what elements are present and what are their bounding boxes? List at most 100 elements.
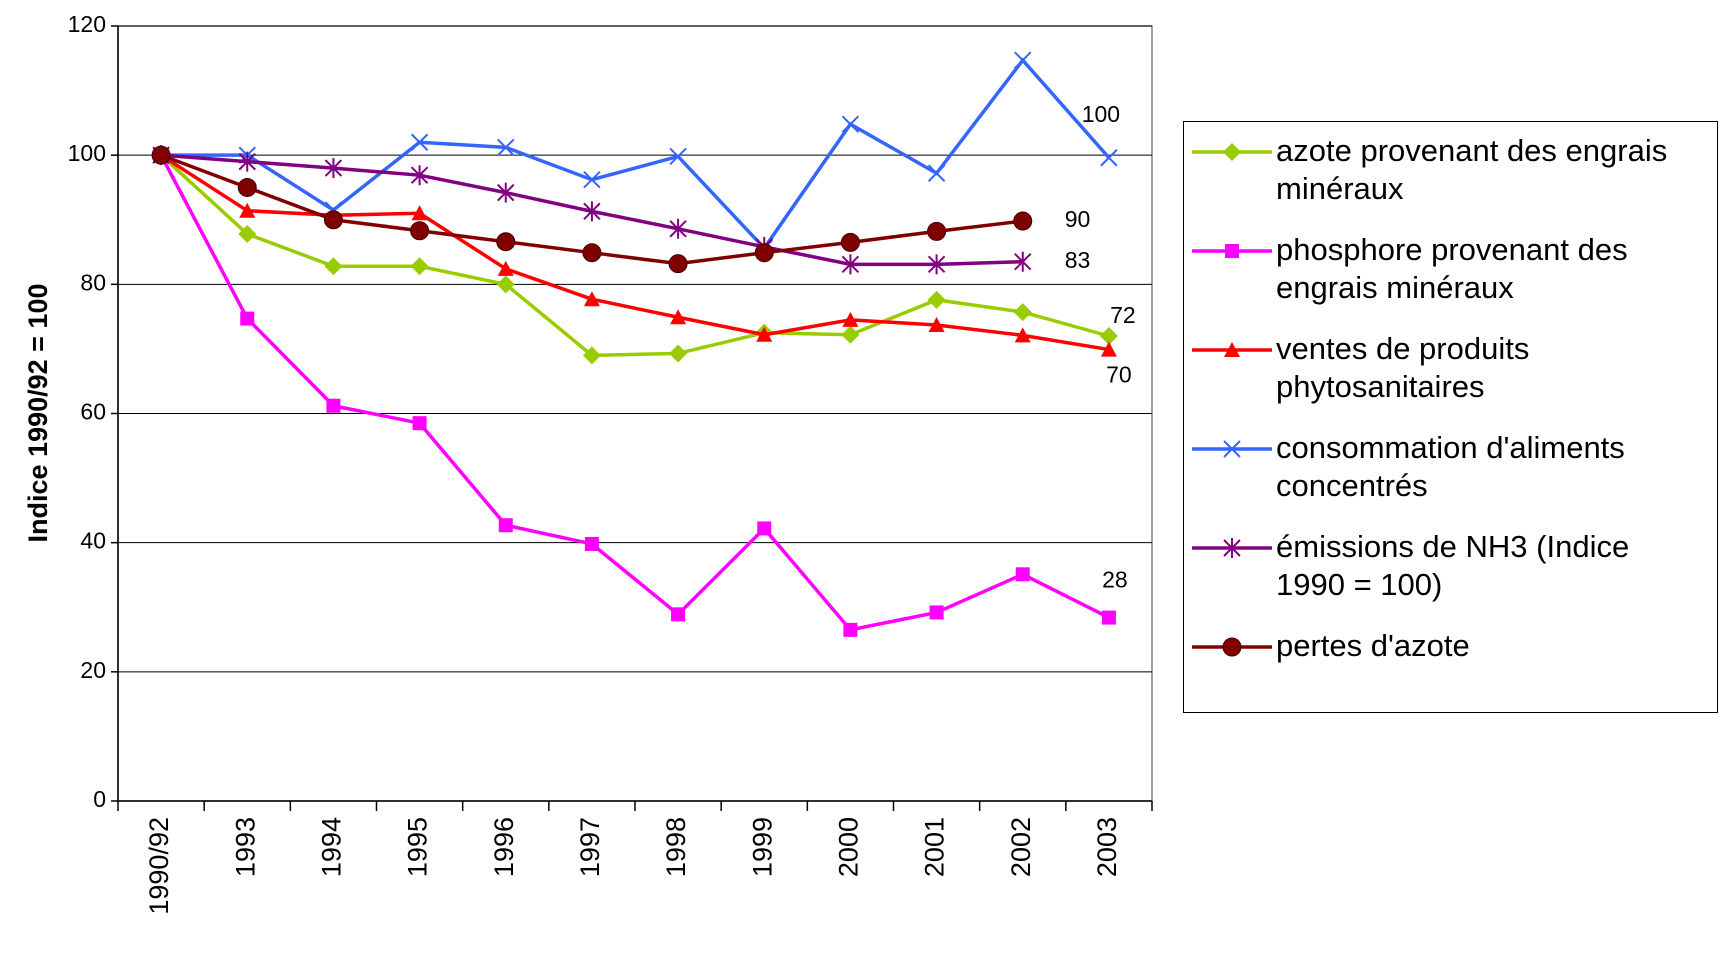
marker (669, 218, 687, 239)
x-tick-label: 1995 (403, 817, 433, 877)
marker (496, 275, 515, 294)
series-line (161, 57, 1111, 251)
legend-item: ventes de produits phytosanitaires (1184, 330, 1717, 429)
marker (497, 182, 515, 203)
x-tick-label: 2002 (1006, 817, 1036, 877)
data-label: 70 (1106, 362, 1132, 388)
legend-swatch (1192, 637, 1272, 657)
x-tick-label: 1997 (575, 817, 605, 877)
y-tick-label: 40 (80, 528, 106, 554)
marker (239, 202, 256, 218)
legend-item: consommation d'aliments concentrés (1184, 429, 1717, 528)
marker (669, 147, 687, 166)
y-tick-label: 100 (68, 140, 106, 166)
data-label: 90 (1065, 206, 1091, 232)
marker (583, 201, 601, 222)
marker (582, 243, 602, 263)
marker (412, 416, 427, 431)
marker (324, 158, 343, 179)
legend-item: phosphore provenant des engrais minéraux (1184, 231, 1717, 330)
marker (410, 257, 429, 276)
y-tick-label: 120 (68, 11, 106, 37)
legend-swatch (1192, 538, 1272, 558)
marker (928, 317, 945, 333)
legend-swatch (1192, 440, 1272, 458)
x-tick-label: 1999 (747, 817, 777, 877)
marker (1015, 567, 1030, 582)
legend-label: pertes d'azote (1276, 628, 1470, 663)
marker (671, 607, 686, 622)
legend-item: pertes d'azote (1184, 627, 1717, 726)
marker (410, 133, 429, 151)
legend-item: émissions de NH3 (Indice 1990 = 100) (1184, 528, 1717, 627)
marker (840, 232, 860, 252)
marker (842, 311, 859, 327)
series-line (159, 153, 1110, 358)
y-axis-label: Indice 1990/92 = 100 (23, 284, 53, 543)
marker (929, 605, 944, 620)
marker (326, 398, 341, 413)
y-tick-label: 80 (80, 269, 106, 295)
marker (1223, 143, 1241, 161)
marker (1100, 341, 1117, 357)
marker (927, 164, 946, 182)
marker (498, 518, 513, 533)
x-tick-label: 2001 (920, 817, 950, 877)
marker (1100, 149, 1118, 167)
legend: azote provenant des engrais minéraux phos… (1183, 121, 1718, 713)
x-tick-label: 2003 (1092, 817, 1122, 877)
marker (754, 243, 774, 263)
marker (583, 291, 600, 307)
legend-label: ventes de produits phytosanitaires (1276, 331, 1530, 404)
marker (756, 326, 773, 342)
data-label: 72 (1110, 302, 1136, 328)
legend-label: émissions de NH3 (Indice 1990 = 100) (1276, 529, 1630, 602)
marker (497, 138, 515, 157)
marker (238, 151, 256, 172)
marker (668, 254, 688, 274)
marker (1014, 327, 1031, 343)
marker (927, 221, 947, 241)
marker (411, 205, 428, 221)
legend-swatch (1192, 244, 1272, 258)
x-tick-label: 1993 (230, 817, 260, 877)
marker (1222, 637, 1242, 657)
data-label: 28 (1102, 567, 1128, 593)
y-tick-label: 20 (80, 657, 106, 683)
marker (324, 257, 343, 276)
data-label: 100 (1082, 101, 1120, 127)
marker (1223, 440, 1241, 458)
legend-label: phosphore provenant des engrais minéraux (1276, 232, 1628, 305)
marker (584, 536, 599, 551)
x-tick-label: 1990/92 (144, 817, 174, 915)
x-tick-label: 1996 (489, 817, 519, 877)
legend-swatch (1192, 143, 1272, 161)
marker (1223, 538, 1241, 558)
marker (1013, 303, 1032, 322)
legend-item: azote provenant des engrais minéraux (1184, 132, 1717, 231)
x-tick-label: 1994 (317, 817, 347, 877)
marker (1225, 244, 1239, 258)
marker (151, 145, 171, 165)
marker (1101, 610, 1116, 625)
y-tick-label: 60 (80, 399, 106, 425)
marker (410, 221, 430, 241)
marker (1224, 342, 1240, 357)
marker (841, 254, 860, 275)
marker (757, 521, 772, 536)
marker (670, 309, 687, 325)
x-tick-label: 2000 (834, 817, 864, 877)
marker (841, 115, 860, 133)
legend-label: consommation d'aliments concentrés (1276, 430, 1625, 503)
marker (1099, 327, 1118, 345)
marker (669, 344, 688, 363)
marker (238, 224, 257, 243)
marker (1014, 251, 1032, 272)
marker (843, 622, 858, 637)
marker (496, 232, 516, 252)
marker (323, 210, 343, 230)
marker (1013, 211, 1033, 231)
marker (582, 346, 601, 365)
